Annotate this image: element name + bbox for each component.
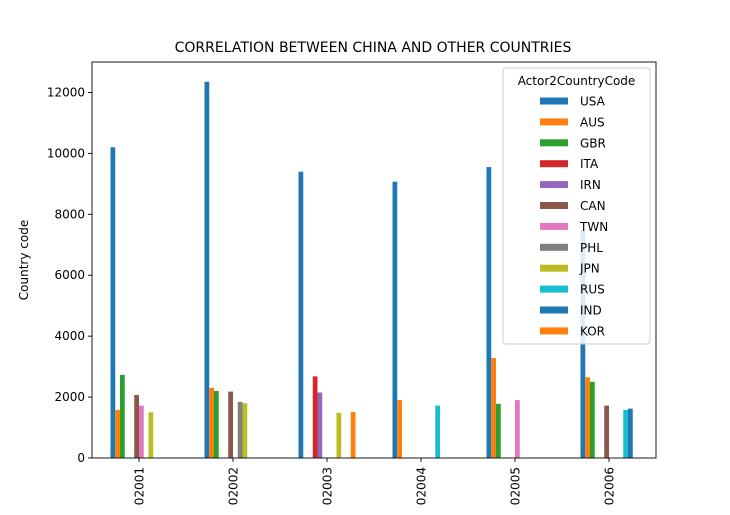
legend-label-twn: TWN — [579, 220, 608, 234]
bar-usa-02001 — [110, 147, 116, 459]
legend-label-can: CAN — [580, 199, 606, 213]
legend-swatch-ind — [540, 306, 568, 314]
legend-swatch-irn — [540, 181, 568, 189]
bar-aus-02005 — [491, 358, 496, 458]
legend-label-ind: IND — [580, 304, 602, 318]
bar-rus-02006 — [623, 409, 628, 458]
bar-can-02002 — [228, 391, 233, 458]
bar-aus-02004 — [397, 400, 402, 458]
y-tick-label: 0 — [77, 451, 85, 465]
legend-label-phl: PHL — [580, 241, 603, 255]
y-tick-label: 12000 — [47, 85, 85, 99]
bar-twn-02001 — [139, 405, 144, 458]
bar-irn-02003 — [317, 392, 323, 458]
x-tick-label: 02002 — [227, 467, 241, 505]
legend-swatch-ita — [540, 160, 568, 168]
legend-label-usa: USA — [580, 95, 606, 109]
y-tick-label: 2000 — [54, 390, 85, 404]
bar-rus-02004 — [435, 405, 440, 458]
bar-can-02001 — [134, 394, 139, 458]
y-axis-label: Country code — [17, 220, 31, 300]
legend-swatch-gbr — [540, 139, 568, 147]
bar-usa-02005 — [486, 167, 492, 458]
legend-swatch-can — [540, 202, 568, 209]
bar-jpn-02001 — [148, 412, 154, 458]
legend-label-gbr: GBR — [580, 136, 606, 150]
legend-label-aus: AUS — [580, 115, 605, 129]
legend-swatch-phl — [540, 243, 568, 251]
x-tick-label: 02003 — [321, 467, 335, 505]
bar-usa-02004 — [392, 181, 398, 458]
y-tick-label: 4000 — [54, 329, 85, 343]
legend-label-irn: IRN — [580, 178, 601, 192]
bar-twn-02005 — [515, 400, 520, 458]
x-tick-label: 02001 — [133, 467, 147, 505]
y-tick-label: 10000 — [47, 146, 85, 160]
bar-phl-02002 — [237, 401, 243, 458]
legend-label-rus: RUS — [580, 283, 605, 297]
bar-aus-02001 — [115, 409, 120, 458]
bar-aus-02002 — [209, 387, 214, 458]
legend-swatch-usa — [540, 97, 568, 105]
bar-gbr-02002 — [214, 390, 219, 458]
bar-usa-02003 — [298, 171, 304, 458]
legend-swatch-twn — [540, 222, 568, 230]
bar-can-02006 — [604, 405, 609, 458]
bar-jpn-02002 — [242, 403, 248, 458]
legend-swatch-kor — [540, 327, 568, 335]
chart-title: CORRELATION BETWEEN CHINA AND OTHER COUN… — [175, 40, 572, 56]
x-tick-label: 02006 — [603, 467, 617, 505]
bar-ind-02006 — [628, 408, 633, 458]
y-tick-label: 8000 — [54, 207, 85, 221]
y-tick-label: 6000 — [54, 268, 85, 282]
bar-usa-02002 — [204, 81, 210, 459]
bar-gbr-02005 — [496, 403, 501, 458]
bar-jpn-02003 — [336, 412, 342, 458]
legend-label-ita: ITA — [580, 157, 599, 171]
plot-frame — [91, 61, 657, 459]
bar-ita-02003 — [312, 376, 318, 458]
legend-swatch-rus — [540, 285, 568, 293]
legend: Actor2CountryCode USA AUS GBR ITA IRN CAN TWN PH… — [502, 67, 651, 345]
x-tick-label: 02004 — [415, 467, 429, 505]
legend-swatch-jpn — [540, 264, 568, 272]
legend-box — [502, 67, 651, 345]
bar-gbr-02001 — [120, 374, 125, 458]
bar-aus-02006 — [585, 377, 590, 458]
legend-swatch-aus — [540, 118, 568, 126]
legend-title: Actor2CountryCode — [518, 74, 636, 88]
x-tick-label: 02005 — [509, 467, 523, 505]
legend-label-jpn: JPN — [579, 262, 600, 276]
legend-label-kor: KOR — [580, 324, 605, 338]
bar-gbr-02006 — [590, 381, 595, 458]
bar-kor-02003 — [350, 412, 356, 458]
